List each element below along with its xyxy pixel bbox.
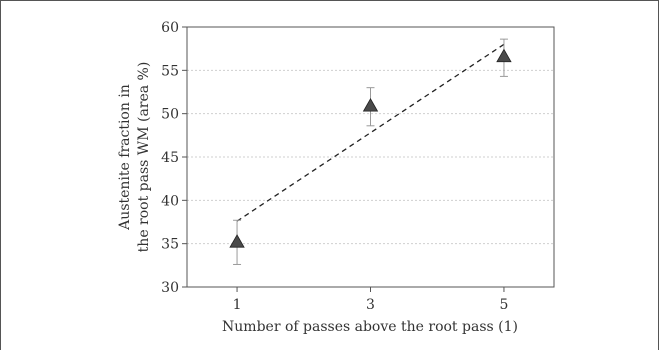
x-tick-label: 3	[366, 297, 375, 313]
y-tick-label: 55	[161, 63, 179, 79]
trendline-layer	[236, 43, 505, 222]
y-tick-label: 30	[161, 280, 179, 296]
y-tick-label: 35	[161, 237, 179, 253]
data-points	[229, 48, 512, 248]
data-point-triangle	[362, 98, 379, 112]
y-tick-label: 40	[161, 193, 179, 209]
y-tick-label: 60	[161, 20, 179, 36]
y-axis-title-line-1: Austenite fraction in	[117, 84, 133, 231]
trendline	[236, 43, 505, 222]
x-tick-label: 5	[499, 297, 508, 313]
y-axis-ticks: 30 35 40 45 50 55 60	[161, 20, 187, 296]
error-bars	[233, 38, 508, 265]
y-tick-label: 45	[161, 150, 179, 166]
y-tick-label: 50	[161, 107, 179, 123]
plot-area	[186, 26, 555, 288]
y-axis-title: Austenite fraction in the root pass WM (…	[117, 62, 152, 253]
x-axis-title: Number of passes above the root pass (1)	[222, 319, 518, 335]
y-axis-title-line-2: the root pass WM (area %)	[136, 62, 152, 253]
x-axis-ticks: 1 3 5	[233, 287, 508, 313]
grid-lines	[187, 69, 554, 245]
data-point-triangle	[229, 234, 245, 248]
data-point-triangle	[496, 48, 512, 63]
x-tick-label: 1	[233, 297, 242, 313]
